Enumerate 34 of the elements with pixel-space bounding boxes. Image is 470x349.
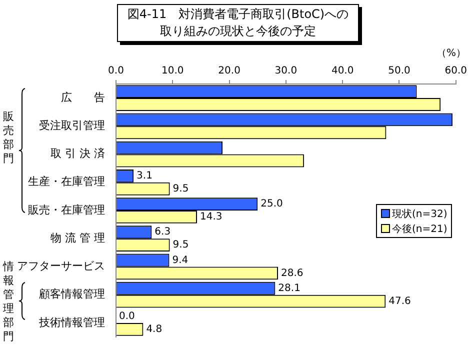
x-tick-label: 20.0	[218, 66, 240, 77]
y-tick-label: 物 流 管 理	[50, 231, 105, 244]
x-axis-title: （%）	[436, 47, 466, 60]
y-tick-label: 広 告	[61, 90, 105, 104]
x-tick-label: 10.0	[162, 66, 184, 77]
legend-label: 今後(n=21)	[392, 222, 448, 236]
data-label: 28.6	[281, 268, 304, 279]
data-label: 3.1	[136, 170, 152, 182]
data-label: 9.5	[172, 183, 189, 194]
chart-title: 図4-11 対消費者電子商取引(BtoC)への取り組みの現状と今後の予定	[117, 4, 359, 42]
legend-label: 現状(n=32)	[392, 208, 448, 220]
text: 情報管理部門	[3, 260, 15, 344]
data-label: 9.5	[172, 240, 189, 251]
data-label: 6.3	[154, 226, 171, 238]
data-label: 4.8	[146, 324, 162, 336]
y-tick-label: 顧客情報管理	[39, 288, 105, 301]
y-tick-label: 受注取引管理	[39, 119, 105, 132]
y-tick-label: アフターサービス	[17, 260, 105, 273]
x-tick-label: 40.0	[331, 66, 354, 77]
x-tick-label: 30.0	[274, 66, 298, 77]
y-tick-label: 取 引 決 済	[50, 147, 105, 160]
y-tick-label: 生産・在庫管理	[28, 175, 105, 188]
y-tick-label: 技術情報管理	[38, 316, 105, 329]
data-label: 28.1	[278, 282, 300, 294]
text: 販売部門	[3, 110, 15, 166]
data-label: 25.0	[260, 198, 283, 210]
data-label: 14.3	[200, 212, 222, 223]
x-tick-label: 0.0	[108, 66, 124, 77]
data-label: 0.0	[119, 311, 135, 322]
data-label: 9.4	[172, 254, 188, 266]
y-tick-label: 販売・在庫管理	[28, 203, 105, 216]
x-tick-label: 50.0	[388, 66, 410, 77]
x-tick-label: 60.0	[444, 66, 467, 77]
data-label: 47.6	[388, 296, 411, 307]
